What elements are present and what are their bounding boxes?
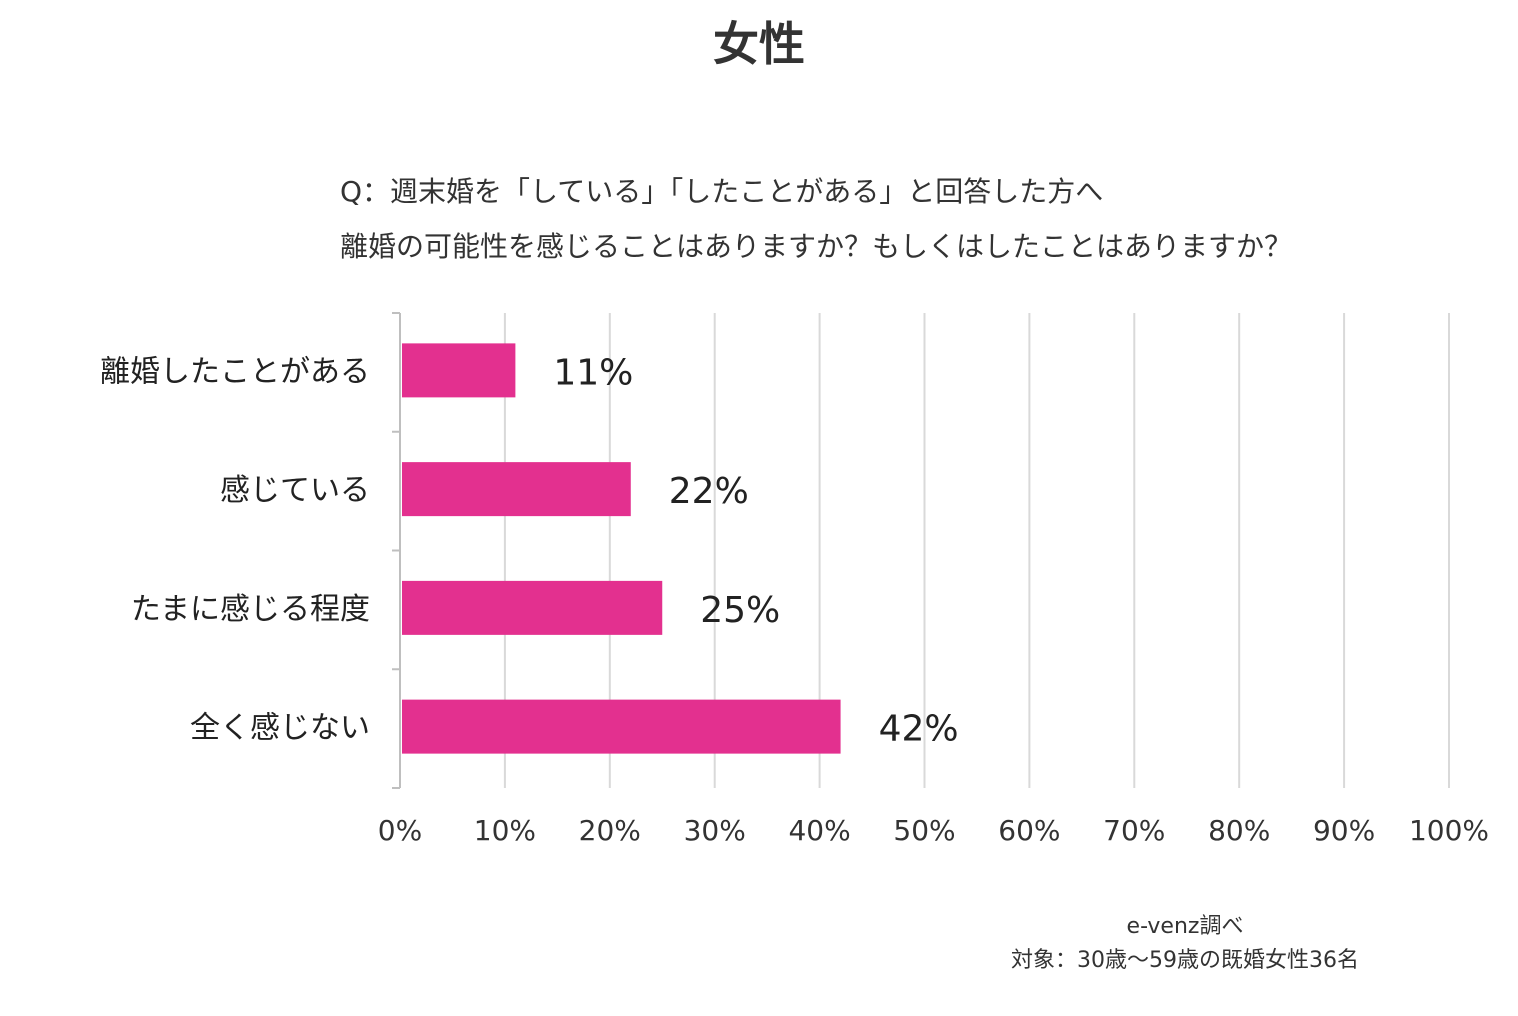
x-tick-label: 20% [579,814,641,847]
question-line-2: 離婚の可能性を感じることはありますか？もしくはしたことはありますか？ [340,230,1293,263]
category-label: 離婚したことがある [100,354,370,389]
x-tick-label: 50% [893,814,955,847]
bar [402,462,631,517]
data-label: 42% [879,709,959,750]
page-title: 女性 [713,17,805,71]
data-label: 11% [553,352,633,393]
x-tick-label: 90% [1313,814,1375,847]
x-tick-label: 70% [1103,814,1165,847]
category-label: たまに感じる程度 [131,592,370,627]
bar [402,699,841,754]
x-tick-label: 30% [684,814,746,847]
question-line-1: Q：週末婚を「している」「したことがある」と回答した方へ [340,175,1104,208]
x-tick-label: 0% [378,814,422,847]
x-tick-label: 60% [998,814,1060,847]
x-tick-label: 80% [1208,814,1270,847]
chart-footer: e-venz調べ 対象：30歳〜59歳の既婚女性36名 [985,910,1385,978]
bar [402,343,516,398]
source-note: e-venz調べ [1126,914,1244,939]
category-label: 全く感じない [190,711,370,746]
x-tick-label: 40% [788,814,850,847]
bar [402,580,663,635]
data-label: 25% [700,590,780,631]
x-tick-label: 100% [1409,814,1489,847]
data-label: 22% [669,471,749,512]
target-note: 対象：30歳〜59歳の既婚女性36名 [1011,948,1359,973]
category-label: 感じている [220,473,370,508]
x-tick-label: 10% [474,814,536,847]
